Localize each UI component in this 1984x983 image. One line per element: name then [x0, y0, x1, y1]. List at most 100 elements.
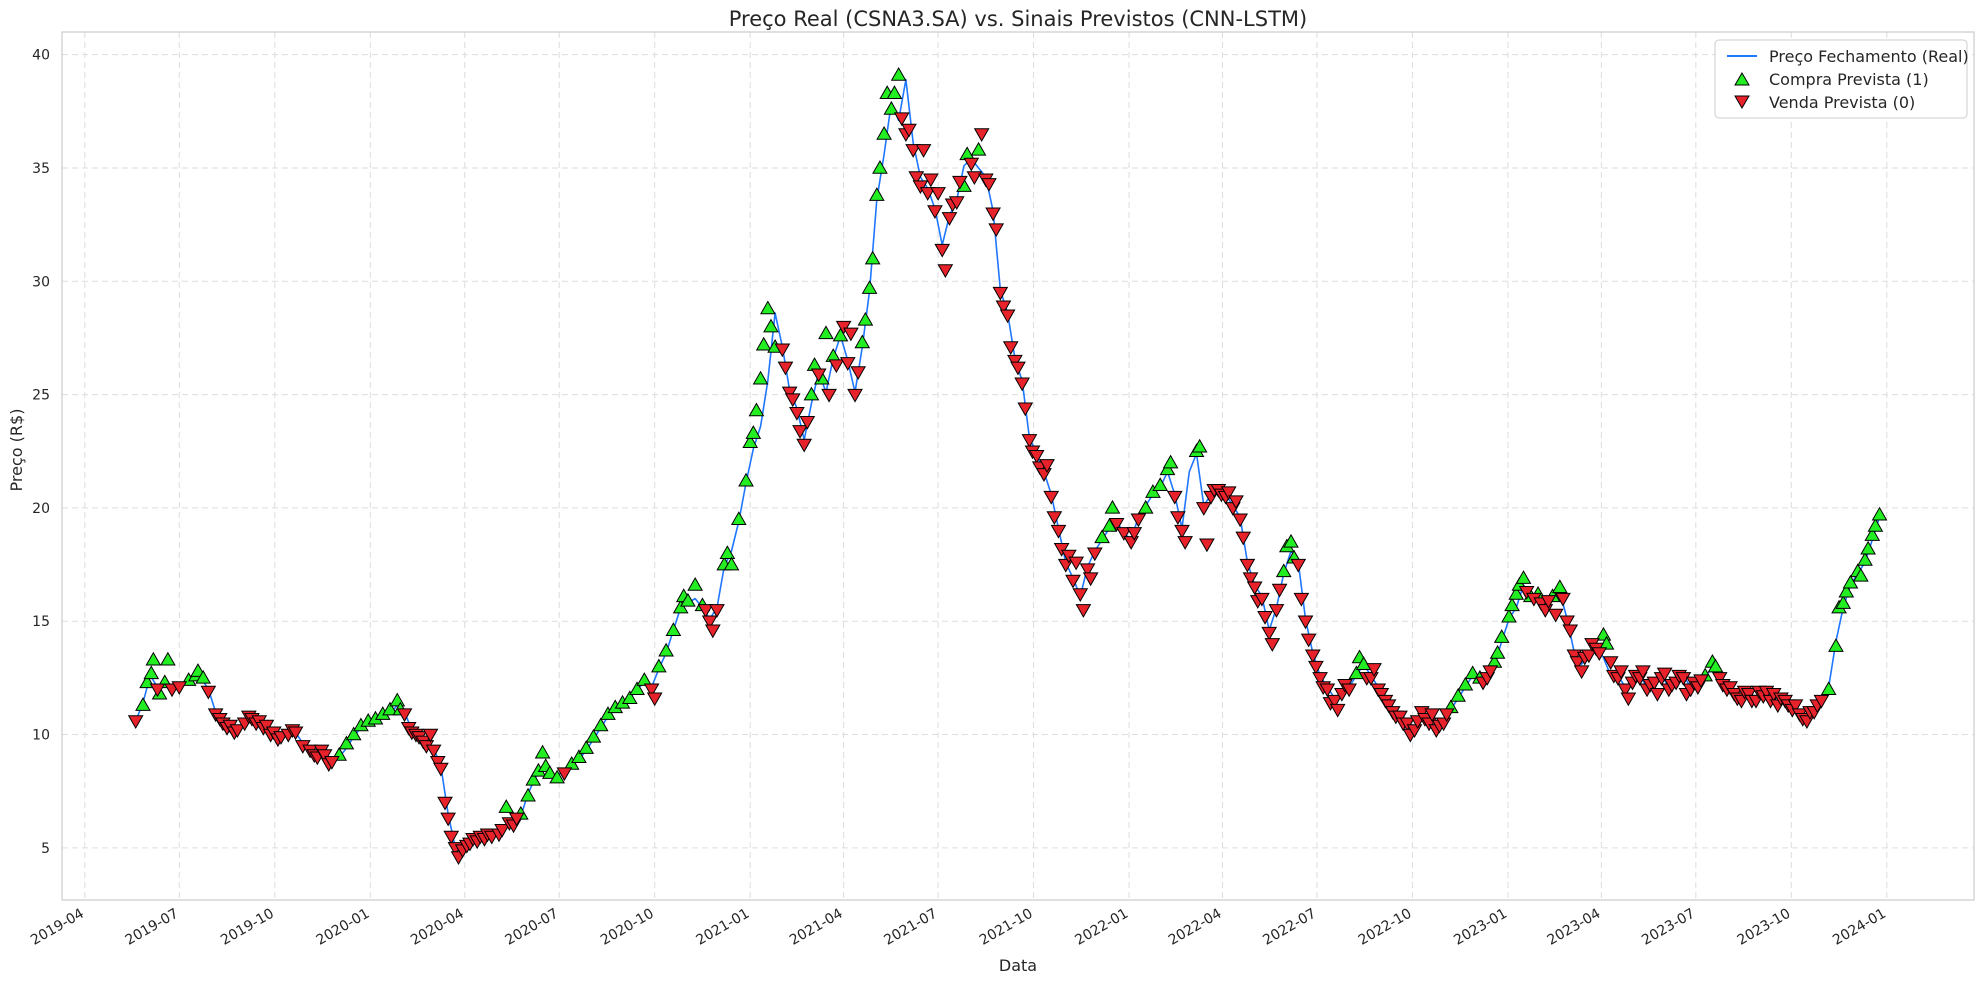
- sell-signal-marker: [324, 756, 340, 770]
- y-tick-label: 35: [32, 161, 50, 177]
- sell-signal-marker: [494, 823, 510, 838]
- sell-signal-marker: [1617, 683, 1634, 698]
- buy-signal-marker: [886, 85, 903, 99]
- y-tick-label: 30: [32, 274, 50, 290]
- buy-signal-marker: [520, 787, 536, 802]
- buy-signal-marker: [160, 651, 176, 666]
- sell-signal-marker: [1017, 402, 1034, 417]
- sell-signal-marker: [999, 309, 1016, 324]
- buy-signal-marker: [534, 744, 551, 759]
- sell-signal-marker: [966, 171, 983, 186]
- buy-signal-marker: [1551, 579, 1568, 593]
- sell-signal-marker: [934, 243, 951, 258]
- buy-signal-marker: [658, 642, 674, 657]
- buy-signal-marker: [1191, 438, 1208, 453]
- sell-signal-marker: [127, 715, 144, 729]
- buy-signal-marker: [763, 318, 779, 333]
- buy-signal-marker: [592, 717, 609, 732]
- sell-signal-marker: [995, 300, 1012, 315]
- sell-signal-marker: [287, 726, 304, 741]
- buy-signal-marker: [382, 701, 398, 716]
- sell-signal-marker: [1319, 683, 1336, 698]
- sell-signal-marker: [922, 173, 939, 188]
- sell-signal-marker: [556, 767, 573, 782]
- buy-signal-marker: [1820, 681, 1837, 695]
- sell-signal-marker: [1177, 536, 1193, 550]
- y-axis-ticks: 5 10 15 20 25 30 35 40: [32, 48, 50, 857]
- sell-signal-marker: [1787, 699, 1804, 714]
- sell-signal-marker: [704, 624, 721, 639]
- buy-signal-marker: [755, 336, 772, 351]
- sell-signal-marker: [941, 212, 958, 226]
- sell-signal-marker: [850, 366, 867, 380]
- legend-label-buy: Compra Prevista (1): [1769, 70, 1929, 89]
- sell-signal-marker: [508, 812, 525, 827]
- sell-signal-marker: [973, 128, 990, 142]
- sell-signal-marker: [1547, 608, 1564, 623]
- sell-signal-marker: [835, 320, 852, 335]
- sell-signal-marker: [901, 123, 917, 138]
- sell-signal-marker: [1308, 660, 1324, 675]
- sell-signal-marker: [1373, 688, 1390, 702]
- buy-signal-marker: [1860, 540, 1876, 555]
- sell-signal-marker: [1046, 511, 1063, 525]
- legend-label-sell: Venda Prevista (0): [1769, 93, 1915, 112]
- sell-signal-marker: [171, 681, 188, 695]
- sell-signal-marker: [847, 388, 863, 403]
- sell-signal-marker: [839, 357, 856, 371]
- y-tick-label: 10: [32, 728, 50, 744]
- sell-signal-marker: [1261, 626, 1278, 641]
- sell-signal-marker: [701, 615, 718, 630]
- sell-signal-marker: [1130, 513, 1147, 528]
- sell-signal-marker: [1228, 495, 1244, 510]
- sell-signal-marker: [1126, 527, 1143, 541]
- sell-signal-marker: [1424, 708, 1441, 723]
- buy-signal-marker: [883, 101, 900, 115]
- buy-signal-marker: [1159, 461, 1176, 476]
- buy-signal-marker: [1504, 597, 1520, 612]
- buy-signal-marker: [745, 425, 762, 439]
- buy-signal-marker: [672, 599, 689, 614]
- sell-signal-marker: [1246, 581, 1263, 596]
- sell-signal-marker: [1711, 672, 1728, 686]
- sell-signal-marker: [1050, 524, 1067, 539]
- sell-signal-marker: [810, 368, 827, 383]
- buy-signal-marker: [680, 592, 696, 607]
- x-axis-title: Data: [999, 956, 1037, 975]
- sell-signal-marker: [1304, 649, 1321, 664]
- buy-signal-marker: [578, 740, 595, 754]
- sell-signal-marker: [1740, 688, 1757, 702]
- buy-signal-marker: [719, 545, 736, 560]
- sell-signal-marker: [1562, 624, 1579, 639]
- y-axis-title: Preço (R$): [7, 409, 26, 492]
- sell-signal-marker: [1232, 513, 1248, 528]
- sell-signal-marker: [443, 830, 460, 845]
- sell-signal-marker: [1646, 676, 1663, 691]
- legend-sell-swatch: [1734, 95, 1750, 109]
- sell-signal-marker: [799, 416, 816, 430]
- sell-signal-marker: [1380, 699, 1397, 714]
- buy-signal-marker: [1489, 644, 1506, 659]
- buy-signal-marker: [1450, 688, 1466, 702]
- buy-signal-marker: [1501, 608, 1517, 623]
- sell-signal-marker: [1174, 524, 1190, 539]
- sell-signal-marker: [1392, 710, 1408, 725]
- buy-signal-marker: [145, 651, 162, 666]
- sell-signal-marker: [1573, 665, 1590, 680]
- buy-signal-marker: [970, 141, 987, 156]
- sell-signal-marker: [1166, 490, 1183, 505]
- buy-signal-marker: [571, 749, 587, 763]
- buy-signal-marker: [629, 681, 645, 695]
- y-tick-label: 15: [32, 614, 50, 630]
- sell-signal-marker: [643, 683, 660, 698]
- buy-signal-marker: [1275, 563, 1292, 578]
- buy-signal-marker: [563, 756, 580, 770]
- buy-signal-marker: [338, 735, 355, 750]
- sell-signal-marker: [229, 724, 246, 739]
- sell-signal-marker: [1271, 583, 1288, 598]
- buy-signal-marker: [1137, 499, 1154, 514]
- sell-signal-marker: [1693, 674, 1709, 689]
- buy-signal-marker: [1508, 586, 1525, 600]
- sell-signal-marker: [396, 708, 413, 723]
- sell-signal-marker: [1613, 665, 1629, 680]
